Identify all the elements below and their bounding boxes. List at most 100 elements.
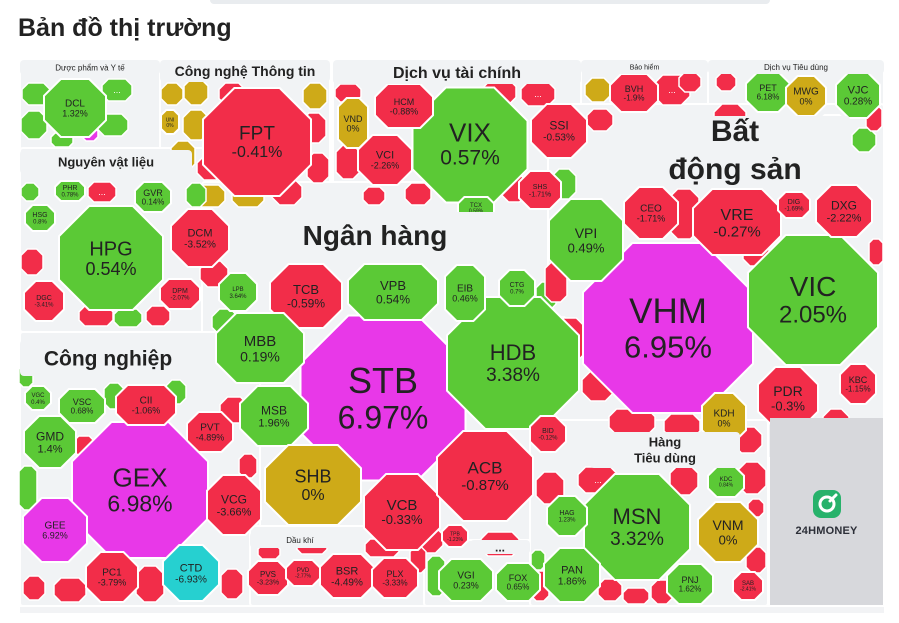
stock-tile-unlabeled[interactable] bbox=[22, 575, 46, 601]
stock-tile-shape[interactable] bbox=[374, 83, 434, 129]
stock-tile-bsr[interactable]: BSR-4.49% bbox=[319, 553, 375, 599]
stock-tile-hcm[interactable]: HCM-0.88% bbox=[374, 83, 434, 129]
stock-tile-shape[interactable] bbox=[518, 170, 562, 210]
stock-tile-shape[interactable] bbox=[215, 312, 305, 384]
stock-tile-shape[interactable] bbox=[54, 180, 86, 202]
stock-tile-unlabeled[interactable] bbox=[335, 144, 361, 180]
stock-tile-shape[interactable] bbox=[747, 234, 879, 366]
stock-tile-unlabeled[interactable] bbox=[362, 186, 386, 206]
stock-tile-shape[interactable] bbox=[159, 278, 201, 310]
stock-tile-shape[interactable] bbox=[347, 263, 439, 321]
stock-tile-unlabeled[interactable] bbox=[584, 77, 612, 103]
stock-tile-shape[interactable] bbox=[732, 571, 764, 601]
stock-tile-unlabeled[interactable] bbox=[20, 110, 48, 140]
stock-tile-shape[interactable] bbox=[609, 73, 659, 113]
stock-tile-shape[interactable] bbox=[186, 411, 234, 453]
stock-tile-unlabeled[interactable] bbox=[530, 549, 546, 571]
stock-tile-shape[interactable] bbox=[438, 558, 494, 602]
stock-tile-shape[interactable] bbox=[835, 71, 881, 119]
stock-tile-shape[interactable] bbox=[839, 363, 877, 405]
stock-tile-dgc[interactable]: DGC-3.41% bbox=[23, 280, 65, 322]
stock-tile-kbc[interactable]: KBC-1.15% bbox=[839, 363, 877, 405]
stock-tile-shape[interactable] bbox=[745, 71, 791, 113]
stock-tile-acb[interactable]: ACB-0.87% bbox=[436, 430, 534, 522]
stock-tile-unlabeled[interactable] bbox=[183, 78, 209, 106]
stock-tile-shape[interactable] bbox=[546, 495, 588, 537]
stock-tile-ceo[interactable]: CEO-1.71% bbox=[623, 186, 679, 240]
stock-tile-shape[interactable] bbox=[697, 501, 759, 563]
stock-tile-plx[interactable]: PLX-3.33% bbox=[371, 557, 419, 599]
stock-tile-shape[interactable] bbox=[269, 263, 343, 329]
stock-tile-unlabeled[interactable] bbox=[238, 453, 258, 479]
stock-tile-unlabeled[interactable] bbox=[18, 465, 38, 511]
stock-tile-tpb[interactable]: TPB-1.23% bbox=[441, 524, 469, 548]
stock-tile-shape[interactable] bbox=[319, 553, 375, 599]
stock-tile-shape[interactable] bbox=[285, 559, 321, 587]
stock-tile-unlabeled[interactable] bbox=[113, 308, 143, 328]
stock-tile-unlabeled[interactable] bbox=[135, 565, 165, 603]
stock-tile-shape[interactable] bbox=[436, 430, 534, 522]
stock-tile-shape[interactable] bbox=[441, 524, 469, 548]
stock-tile-bid[interactable]: BID-0.12% bbox=[529, 415, 567, 453]
stock-tile-shape[interactable] bbox=[530, 103, 588, 159]
stock-tile-shape[interactable] bbox=[543, 547, 601, 603]
stock-tile-shape[interactable] bbox=[24, 204, 56, 232]
stock-tile-shape[interactable] bbox=[623, 186, 679, 240]
stock-tile-dpm[interactable]: DPM-2.07% bbox=[159, 278, 201, 310]
stock-tile-dcm[interactable]: DCM-3.52% bbox=[170, 208, 230, 268]
stock-tile-vci[interactable]: VCI-2.26% bbox=[357, 134, 413, 186]
stock-tile-vre[interactable]: VRE-0.27% bbox=[692, 188, 782, 256]
stock-tile-bvh[interactable]: BVH-1.9% bbox=[609, 73, 659, 113]
stock-tile-shape[interactable] bbox=[363, 473, 441, 551]
stock-tile-unlabeled[interactable] bbox=[586, 108, 614, 132]
stock-tile-ssi[interactable]: SSI-0.53% bbox=[530, 103, 588, 159]
stock-tile-shape[interactable] bbox=[666, 563, 714, 605]
stock-tile-shape[interactable] bbox=[495, 562, 541, 602]
stock-tile-shape[interactable] bbox=[371, 557, 419, 599]
stock-tile-shape[interactable] bbox=[170, 208, 230, 268]
stock-tile-shape[interactable] bbox=[22, 497, 88, 563]
stock-tile-unlabeled[interactable] bbox=[87, 181, 117, 203]
stock-tile-shape[interactable] bbox=[239, 385, 309, 447]
stock-tile-fpt[interactable]: FPT-0.41% bbox=[202, 87, 312, 197]
stock-tile-unlabeled[interactable] bbox=[622, 587, 650, 605]
stock-tile-pvd[interactable]: PVD-2.77% bbox=[285, 559, 321, 587]
stock-tile-shape[interactable] bbox=[247, 560, 289, 596]
stock-tile-pvs[interactable]: PVS-3.23% bbox=[247, 560, 289, 596]
stock-tile-unlabeled[interactable] bbox=[20, 182, 40, 202]
stock-tile-shape[interactable] bbox=[134, 181, 172, 213]
stock-tile-shape[interactable] bbox=[218, 272, 258, 312]
stock-tile-shape[interactable] bbox=[692, 188, 782, 256]
stock-tile-shape[interactable] bbox=[58, 205, 164, 311]
stock-tile-sab[interactable]: SAB-2.41% bbox=[732, 571, 764, 601]
stock-tile-shape[interactable] bbox=[115, 384, 177, 426]
stock-tile-shs[interactable]: SHS-1.71% bbox=[518, 170, 562, 210]
stock-tile-pvt[interactable]: PVT-4.89% bbox=[186, 411, 234, 453]
stock-tile-shape[interactable] bbox=[357, 134, 413, 186]
stock-tile-shape[interactable] bbox=[815, 184, 873, 238]
stock-tile-shape[interactable] bbox=[162, 544, 220, 602]
stock-tile-shape[interactable] bbox=[58, 388, 106, 424]
